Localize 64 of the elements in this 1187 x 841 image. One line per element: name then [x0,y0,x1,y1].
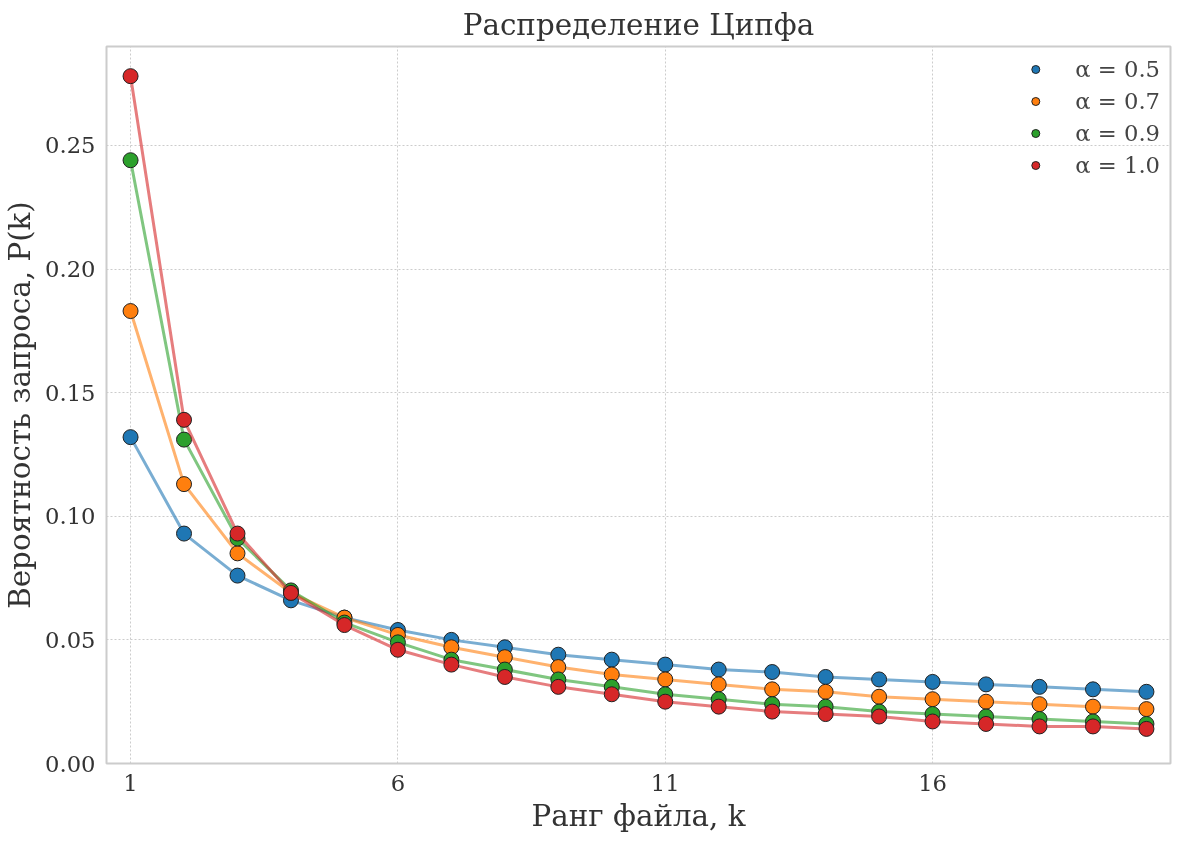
point [657,656,674,673]
point [1031,718,1048,735]
point [122,429,139,446]
y-tick-label: 0.20 [45,256,96,283]
point [229,545,246,562]
point [710,698,727,715]
point [229,567,246,584]
point [657,671,674,688]
x-tick-label: 1 [123,769,138,796]
point [603,686,620,703]
chart-title: Распределение Ципфа [462,7,815,42]
point [496,668,513,685]
point [978,715,995,732]
point [817,706,834,723]
x-tick-label: 6 [390,769,406,796]
point [764,703,781,720]
point [1031,678,1048,695]
point [924,691,941,708]
point [817,668,834,685]
x-axis-title: Ранг файла, k [531,798,746,833]
y-axis-title: Вероятность запроса, P(k) [3,201,38,609]
point [603,651,620,668]
point [871,708,888,725]
point [1138,720,1155,737]
point [978,693,995,710]
point [817,683,834,700]
point [122,303,139,320]
legend-label: α = 0.5 [1075,56,1160,82]
x-tick-label: 16 [918,769,947,796]
legend-label: α = 0.9 [1075,120,1160,146]
point [1138,683,1155,700]
point [978,676,995,693]
point [764,681,781,698]
point [710,676,727,693]
point [1084,718,1101,735]
point [1138,701,1155,718]
point [871,671,888,688]
y-tick-label: 0.25 [45,132,96,159]
y-tick-label: 0.00 [45,750,96,777]
y-tick-label: 0.05 [45,626,96,653]
point [764,664,781,681]
point [710,661,727,678]
point [176,411,193,428]
point [657,693,674,710]
y-tick-label: 0.15 [45,379,96,406]
x-tick-label: 11 [650,769,680,796]
legend-label: α = 0.7 [1075,88,1160,114]
point [871,688,888,705]
point [122,68,139,85]
legend-label: α = 1.0 [1075,152,1160,178]
point [443,656,460,673]
y-tick-label: 0.10 [45,503,96,530]
point [924,673,941,690]
point [229,525,246,542]
point [924,713,941,730]
point [389,641,406,658]
point [550,678,567,695]
point [1084,681,1101,698]
point [122,152,139,169]
point [176,525,193,542]
point [176,431,193,448]
point [176,476,193,493]
point [1031,696,1048,713]
point [1084,698,1101,715]
